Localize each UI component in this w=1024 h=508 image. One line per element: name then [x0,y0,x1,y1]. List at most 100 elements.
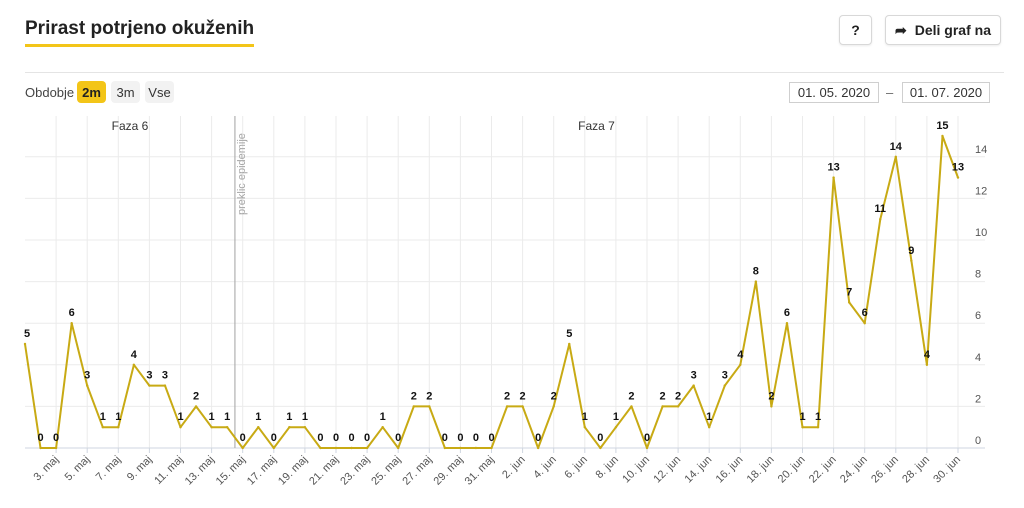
data-point [241,446,244,450]
data-label: 0 [442,432,448,444]
range-button-2m[interactable]: 2m [77,81,106,103]
data-label: 13 [952,162,964,174]
x-tick-label: 7. maj [94,454,124,484]
x-tick-label: 23. maj [338,454,372,488]
share-button[interactable]: ➦ Deli graf na [885,15,1001,45]
data-point [412,405,415,408]
data-point [163,384,167,387]
data-point [179,426,182,429]
data-label: 2 [659,390,665,402]
data-label: 1 [799,411,805,423]
data-label: 2 [551,390,557,402]
data-label: 6 [69,307,75,319]
data-label: 1 [224,411,230,423]
data-label: 3 [84,370,90,382]
data-point [941,134,944,138]
data-label: 0 [240,432,246,444]
share-arrow-icon: ➦ [895,21,907,38]
data-label: 2 [504,390,510,402]
data-label: 2 [520,390,526,402]
data-label: 1 [115,411,121,423]
data-point [397,446,400,450]
data-label: 1 [100,411,106,423]
x-tick-label: 20. jun [776,454,808,486]
period-label: Obdobje [25,85,75,100]
x-tick-label: 26. jun [869,454,901,486]
data-label: 1 [177,411,183,423]
range-button-all[interactable]: Vse [145,81,174,103]
data-label: 3 [691,370,697,382]
data-label: 3 [722,370,728,382]
x-tick-label: 16. jun [714,454,746,486]
data-label: 2 [675,390,681,402]
y-tick-label: 4 [975,352,981,364]
data-label: 9 [908,245,914,257]
data-point [599,446,602,450]
data-point [381,426,384,429]
x-tick-label: 24. jun [838,454,870,486]
data-label: 2 [426,390,432,402]
date-to-input[interactable]: 01. 07. 2020 [902,82,990,103]
data-label: 2 [768,390,774,402]
x-tick-label: 4. jun [531,454,559,482]
data-point [614,426,618,429]
x-tick-label: 8. jun [593,454,621,482]
data-point [910,259,913,262]
share-button-label: Deli graf na [914,22,991,38]
x-tick-label: 25. maj [369,454,403,488]
data-point [148,384,151,387]
phase-label: Faza 6 [112,119,149,133]
data-point [583,426,586,429]
range-button-3m[interactable]: 3m [111,81,140,103]
help-button[interactable]: ? [839,15,872,45]
x-tick-label: 15. maj [214,454,248,488]
data-point [692,384,695,387]
x-tick-label: 22. jun [807,454,839,486]
data-point [132,363,136,366]
header-divider [25,72,1004,73]
data-point [474,446,478,450]
data-point [86,384,89,387]
data-point [847,301,851,304]
y-tick-label: 6 [975,310,981,322]
data-label: 4 [131,349,138,361]
data-point [925,363,929,366]
data-point [645,446,649,450]
x-tick-label: 13. maj [183,454,217,488]
data-point [723,384,726,387]
data-point [770,405,773,408]
data-label: 1 [209,411,215,423]
data-label: 0 [644,432,650,444]
data-point [801,426,804,429]
data-point [365,446,369,450]
x-tick-label: 21. maj [307,454,341,488]
data-label: 0 [597,432,603,444]
data-label: 1 [380,411,386,423]
data-label: 0 [457,432,463,444]
y-tick-label: 12 [975,185,987,197]
date-separator: – [886,85,894,100]
data-label: 0 [333,432,339,444]
data-point [257,426,260,429]
data-point [443,446,447,450]
x-tick-label: 10. jun [620,454,652,486]
data-point [54,446,58,450]
data-point [661,405,664,408]
data-label: 5 [24,328,30,340]
data-point [630,405,633,408]
data-label: 1 [255,411,261,423]
data-point [676,405,680,408]
data-label: 0 [37,432,43,444]
date-from-input[interactable]: 01. 05. 2020 [789,82,879,103]
data-label: 13 [827,162,839,174]
data-label: 0 [488,432,494,444]
data-label: 0 [271,432,277,444]
data-point [816,426,820,429]
data-point [739,363,742,366]
x-tick-label: 27. maj [400,454,434,488]
data-label: 11 [874,203,886,215]
data-label: 1 [582,411,588,423]
data-label: 0 [348,432,354,444]
data-label: 0 [535,432,541,444]
